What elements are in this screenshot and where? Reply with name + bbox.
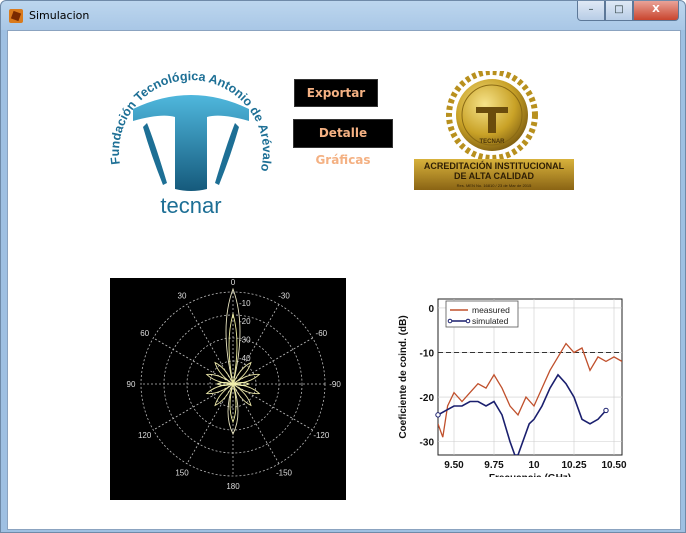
seal-center-text: TECNAR [480,139,506,145]
legend-entry-simulated: simulated [472,316,509,326]
radiation-lobe [231,382,252,407]
radiation-lobe [231,361,252,386]
radiation-lobe [214,361,235,386]
polar-angle-label: 60 [140,329,149,338]
maximize-button[interactable]: □ [605,1,633,21]
polar-angle-label: -60 [316,329,328,338]
x-tick-label: 9.50 [444,460,464,471]
legend-box [445,300,519,328]
polar-radiation-plot: 0 30 -30 60 -60 90 -90 120 -120 150 -150 180 -10 -20… [110,278,346,500]
radiation-lobe [227,382,239,436]
series-marker-simulated [603,407,609,414]
close-button[interactable]: X [633,1,679,21]
polar-spoke [153,337,313,431]
polar-angle-labels: 0 30 -30 60 -60 90 -90 120 -120 150 -150 180 [127,278,342,491]
radiation-lobe [225,287,241,385]
polar-angle-label: -150 [276,468,293,477]
exportar-button[interactable]: Exportar [294,79,378,107]
matlab-app-icon [9,9,23,23]
tecnar-logo: Fundación Tecnológica Antonio de Arévalo… [108,69,273,218]
polar-radial-labels: -10 -20 -30 -40 [239,299,251,363]
laurel-wreath-icon [446,71,538,161]
window-controls: – □ X [577,1,679,21]
x-tick-label: 10 [528,460,540,471]
legend-entry-measured: measured [472,305,510,315]
legend-marker [447,318,453,324]
polar-angle-label: 180 [226,482,240,491]
coefficient-line-chart: 0 -10 -20 -30 9.50 9.75 10 10.25 10.50 Frecuancia… [398,298,627,477]
polar-radial-label: -10 [239,299,251,308]
x-tick-label: 9.75 [484,460,504,471]
window-title: Simulacion [29,9,90,22]
y-tick-label: -10 [420,348,435,359]
polar-spoke [186,304,280,464]
polar-angle-label: 90 [127,380,136,389]
radiation-lobe [214,382,235,407]
series-line-simulated [438,373,607,455]
polar-angle-label: 150 [175,468,189,477]
radiation-pattern [205,287,261,436]
polar-radial-label: -40 [239,354,251,363]
y-axis-label: Coeficiente de coind. (dB) [398,315,409,438]
polar-radial-label: -30 [239,336,251,345]
polar-angle-label: -120 [313,431,330,440]
polar-spoke [153,337,313,431]
accreditation-seal: TECNAR ACREDITACIÓN INSTITUCIONAL DE ALT… [414,71,574,190]
legend-marker [465,318,471,324]
y-tick-label: 0 [428,304,434,315]
polar-angle-label: 0 [231,278,236,287]
polar-radial-label: -20 [239,317,251,326]
seal-small-print: Res. MEN No. 16810 / 23 de Mar de 2015 [457,183,532,188]
minimize-button[interactable]: – [577,1,605,21]
y-tick-label: -30 [420,438,435,449]
polar-angle-label: -90 [329,380,341,389]
radiation-lobe [229,382,237,424]
radiation-lobe [231,382,251,386]
radiation-lobe [215,382,235,386]
title-bar[interactable]: Simulacion – □ X [1,1,685,29]
radiation-lobe [228,312,238,385]
x-tick-label: 10.25 [561,460,586,471]
plot-area [437,298,623,456]
client-area: Fundación Tecnológica Antonio de Arévalo… [7,30,681,530]
polar-angle-label: 30 [178,292,187,301]
detalle-graficas-button[interactable]: Detalle Gráficas [293,119,393,167]
series-line-measured [438,342,622,438]
x-axis-label: Frecuancia (GHz) [489,473,571,477]
polar-angle-label: 120 [138,431,152,440]
polar-angle-label: -30 [278,292,290,301]
logo-wordmark: tecnar [160,193,221,218]
seal-banner-line2: DE ALTA CALIDAD [454,171,534,181]
series-marker-simulated [435,412,441,418]
y-tick-label: -20 [420,393,435,404]
x-tick-label: 10.50 [601,460,626,471]
seal-banner-line1: ACREDITACIÓN INSTITUCIONAL [424,160,565,171]
